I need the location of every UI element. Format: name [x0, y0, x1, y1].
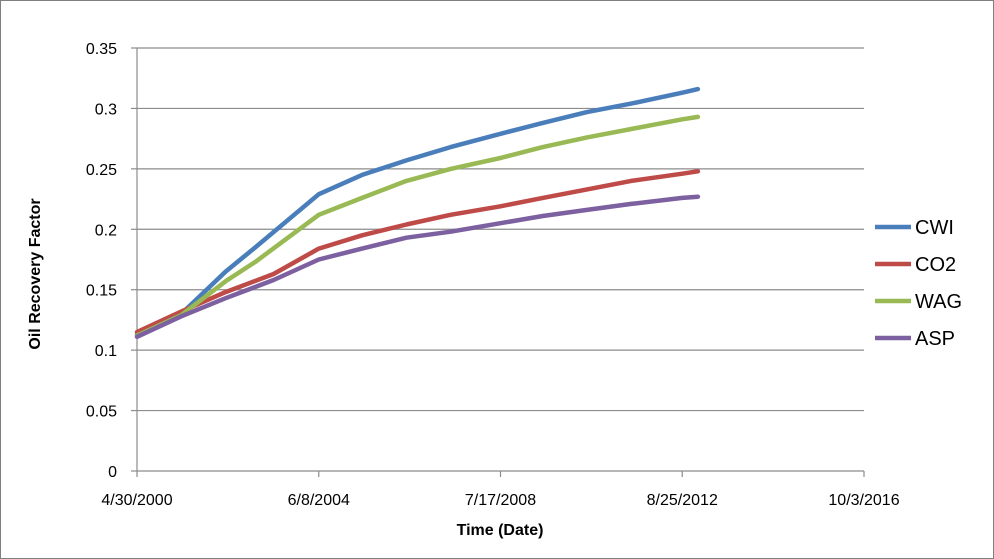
x-tick-label: 7/17/2008 — [465, 492, 536, 509]
y-tick-label: 0 — [108, 464, 117, 481]
x-axis-title: Time (Date) — [457, 522, 544, 539]
y-axis-title: Oil Recovery Factor — [27, 198, 44, 349]
y-tick-label: 0.15 — [86, 283, 117, 300]
x-tick-label: 8/25/2012 — [647, 492, 718, 509]
y-tick-label: 0.25 — [86, 162, 117, 179]
legend-label-co2: CO2 — [915, 254, 956, 276]
y-tick-label: 0.1 — [95, 343, 117, 360]
series-line-cwi — [134, 86, 701, 337]
legend-label-asp: ASP — [915, 328, 955, 350]
series-lines — [134, 86, 701, 340]
gridlines — [137, 47, 864, 412]
y-tick-label: 0.2 — [95, 222, 117, 239]
y-tick-label: 0.35 — [86, 41, 117, 58]
axes — [131, 47, 865, 477]
series-line-wag — [134, 114, 701, 338]
tick-labels: 0 0.05 0.1 0.15 0.2 0.25 0.3 0.35 4/30/2000 6/8/2… — [86, 41, 900, 509]
legend: CWI CO2 WAG ASP — [875, 217, 962, 350]
y-tick-label: 0.3 — [95, 101, 117, 118]
x-tick-label: 10/3/2016 — [828, 492, 899, 509]
legend-label-cwi: CWI — [915, 217, 954, 239]
series-line-asp — [134, 194, 701, 340]
y-tick-label: 0.05 — [86, 404, 117, 421]
x-tick-label: 4/30/2000 — [101, 492, 172, 509]
x-tick-label: 6/8/2004 — [288, 492, 350, 509]
legend-label-wag: WAG — [915, 291, 962, 313]
series-line-co2 — [134, 169, 701, 335]
